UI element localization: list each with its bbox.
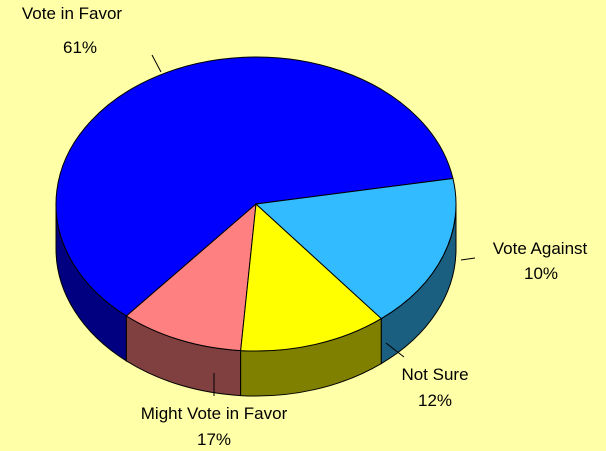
pie-slice-vote-against [125,202,257,352]
pie-slice-vote-in-favor [55,56,454,317]
leader-vote-against [460,257,476,261]
pie-slices [55,56,457,352]
label-vote-in-favor-pct: 61% [63,38,97,57]
label-not-sure-name: Not Sure [401,365,468,384]
leader-lines [151,54,476,396]
label-vote-against-name: Vote Against [493,239,588,258]
pie-slice-might-vote-in-favor [254,177,457,320]
leader-vote-in-favor [151,54,162,73]
leader-not-sure [385,342,405,358]
pie-slice-not-sure [240,202,383,352]
label-vote-against-pct: 10% [524,264,558,283]
label-vote-in-favor-name: Vote in Favor [22,4,123,23]
pie-sides [55,203,457,397]
label-might-vote-name: Might Vote in Favor [141,404,288,423]
label-might-vote-pct: 17% [197,430,231,449]
label-not-sure-pct: 12% [418,391,452,410]
